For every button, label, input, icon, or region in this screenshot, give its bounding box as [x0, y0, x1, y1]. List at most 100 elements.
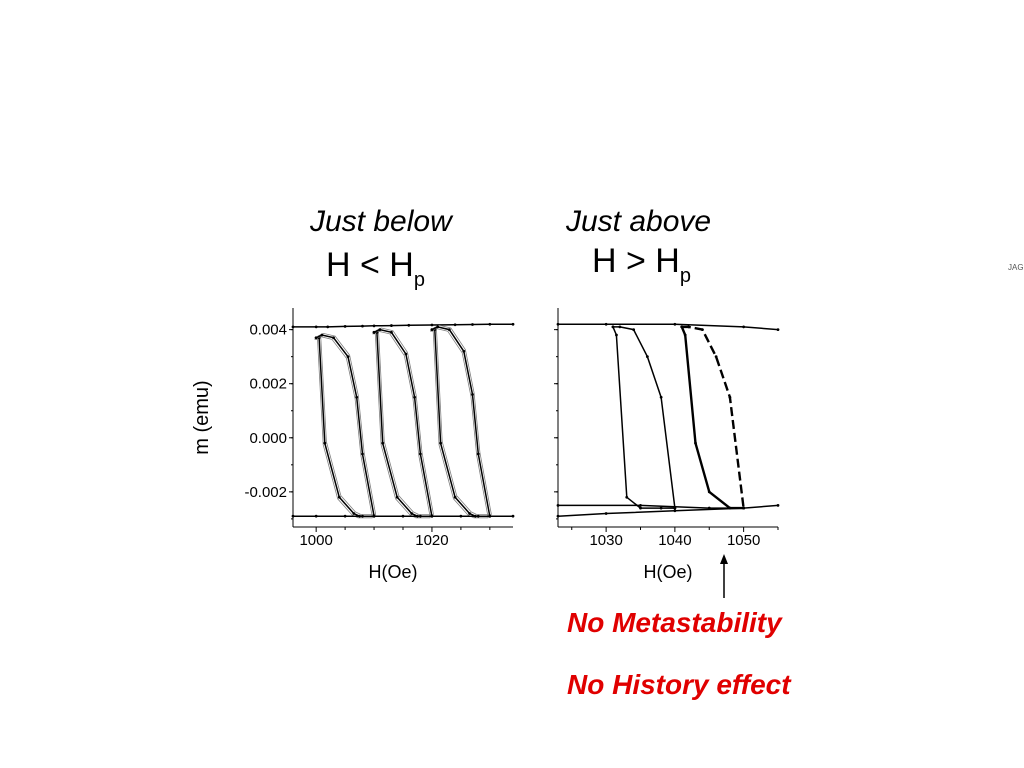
data-point	[430, 514, 434, 518]
data-point	[355, 395, 359, 399]
right-condition: H > Hp	[592, 242, 691, 288]
data-point	[323, 441, 327, 445]
y-tick-label: 0.004	[249, 322, 287, 339]
right-title: Just above	[566, 205, 712, 238]
data-point	[611, 325, 615, 329]
series-line	[558, 504, 744, 509]
data-point	[556, 322, 560, 326]
left-condition-base: H < H	[326, 246, 414, 284]
series-line	[293, 323, 513, 328]
data-point	[604, 512, 608, 515]
data-point	[673, 509, 677, 513]
left-title: Just below	[310, 205, 452, 238]
data-point	[326, 325, 330, 329]
pointer-arrow-head-icon	[720, 554, 728, 564]
data-point	[728, 395, 732, 399]
data-point	[430, 328, 434, 332]
data-point	[511, 514, 515, 518]
left-condition-sub: p	[413, 269, 425, 291]
data-point	[343, 324, 347, 328]
data-point	[430, 323, 434, 327]
data-point	[632, 328, 636, 332]
data-point	[776, 328, 780, 332]
y-tick-label: 0.000	[249, 430, 287, 447]
data-point	[390, 330, 393, 334]
data-point	[372, 330, 376, 334]
data-point	[337, 495, 341, 499]
left-condition: H < Hp	[326, 246, 425, 292]
data-point	[436, 325, 440, 329]
series-line	[315, 334, 375, 517]
data-point	[511, 322, 515, 326]
series-trace	[372, 333, 431, 519]
data-point	[556, 514, 560, 518]
data-point	[659, 395, 663, 399]
chart-left: 1000 1020 0.004 0.002 0.000 -0.002 H(Oe) m (emu…	[191, 308, 515, 582]
data-point	[447, 328, 451, 332]
data-point	[742, 325, 746, 329]
data-point	[453, 495, 457, 499]
y-tick-label: -0.002	[244, 484, 287, 501]
data-point	[401, 514, 405, 518]
data-point	[707, 506, 711, 510]
series-trace	[430, 328, 489, 518]
x-tick-label: 1030	[589, 532, 622, 549]
data-point	[462, 349, 466, 353]
data-point	[314, 325, 318, 329]
x-axis-label: H(Oe)	[644, 562, 693, 582]
x-tick-label: 1000	[299, 532, 332, 549]
series-line	[431, 328, 490, 517]
annotation-no-metastability: No Metastability	[567, 607, 782, 638]
data-point	[291, 514, 295, 518]
x-tick-label: 1050	[727, 532, 760, 549]
data-point	[476, 452, 480, 456]
data-point	[439, 441, 443, 445]
data-point	[314, 514, 318, 518]
series-line	[680, 326, 744, 510]
data-point	[687, 325, 691, 329]
data-point	[742, 506, 746, 510]
series-trace	[433, 324, 492, 515]
data-point	[556, 503, 560, 507]
series-trace	[375, 327, 434, 515]
data-point	[314, 336, 318, 340]
data-point	[707, 490, 711, 494]
x-axis-label: H(Oe)	[369, 562, 418, 582]
data-point	[694, 441, 697, 445]
series-trace	[372, 330, 431, 518]
data-point	[700, 328, 704, 332]
series-line	[612, 326, 675, 509]
series-trace	[314, 338, 373, 519]
data-point	[404, 352, 408, 356]
data-point	[471, 393, 474, 396]
x-tick-label: 1020	[415, 532, 448, 549]
data-point	[352, 512, 356, 515]
series-trace	[314, 336, 373, 518]
data-point	[346, 355, 350, 359]
series-trace	[430, 330, 489, 519]
series-line	[431, 326, 491, 517]
series-line	[374, 331, 432, 517]
data-point	[407, 323, 411, 327]
y-axis-label: m (emu)	[191, 380, 213, 454]
data-point	[625, 495, 629, 499]
data-point	[471, 323, 474, 326]
series-line	[373, 328, 433, 517]
data-point	[488, 322, 492, 326]
data-point	[361, 452, 364, 456]
data-point	[680, 325, 684, 329]
chart-right: 1030 1040 1050 H(Oe)	[554, 308, 780, 582]
data-point	[390, 324, 393, 327]
data-point	[488, 514, 492, 518]
series-line	[316, 336, 375, 517]
data-point	[291, 325, 295, 329]
data-point	[381, 441, 385, 445]
series-trace	[317, 335, 376, 515]
data-point	[618, 325, 622, 329]
data-point	[395, 495, 399, 499]
data-point	[320, 333, 324, 337]
annotation-no-history: No History effect	[567, 669, 791, 700]
data-point	[372, 514, 376, 518]
right-condition-base: H > H	[592, 242, 680, 280]
